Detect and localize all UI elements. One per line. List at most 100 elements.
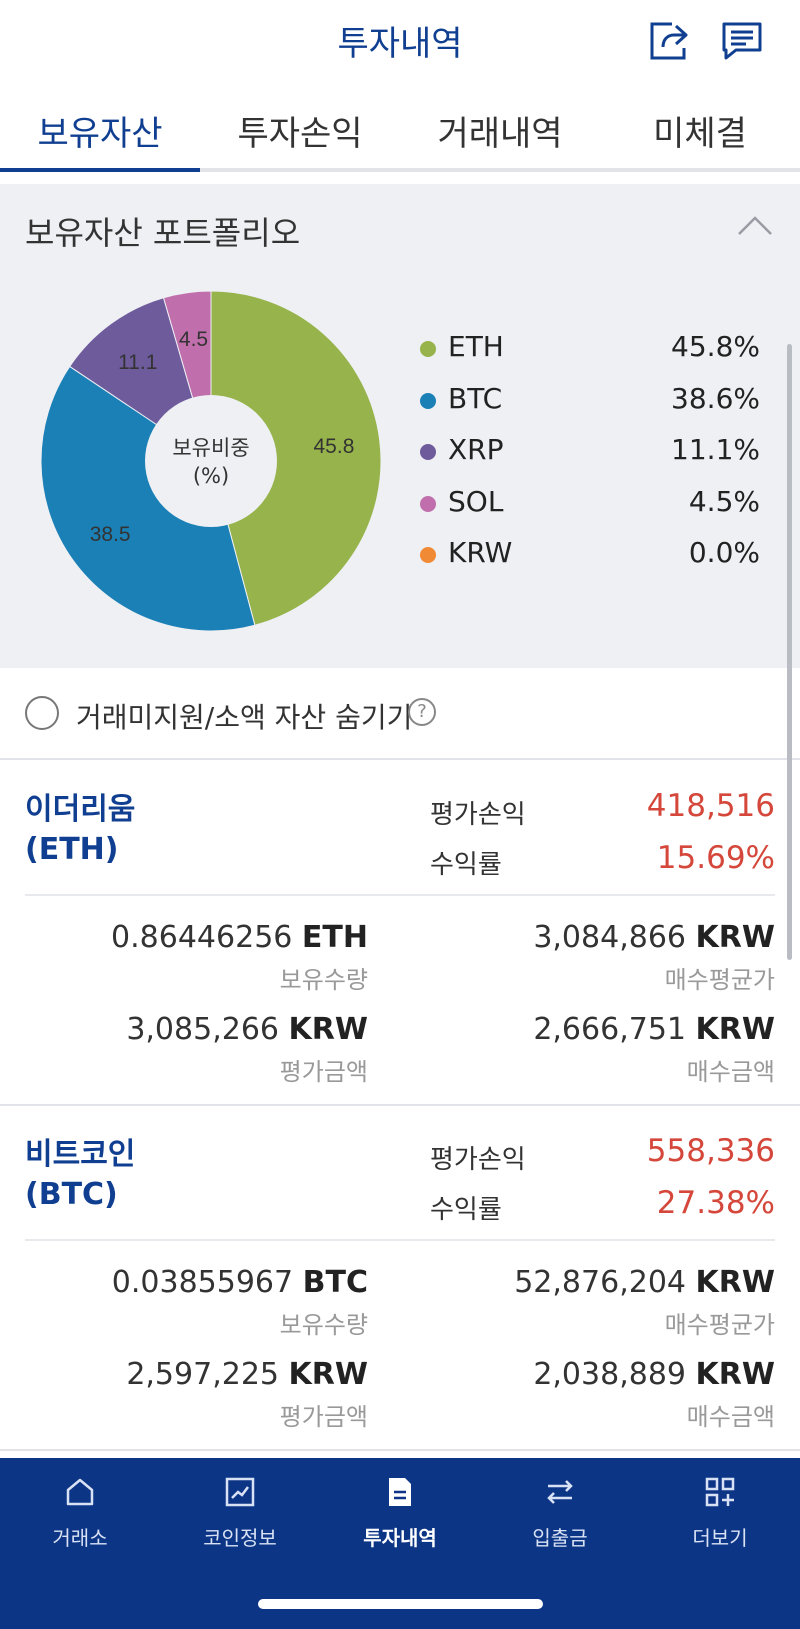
grid-plus-icon <box>705 1477 735 1507</box>
legend-percent: 0.0% <box>688 536 760 569</box>
hide-small-assets-radio[interactable] <box>25 696 59 730</box>
portfolio-legend: ETH 45.8% BTC 38.6% XRP 11.1% SOL 4.5% KRW 0.0% <box>420 330 760 588</box>
pnl-value: 558,336 <box>646 1133 775 1169</box>
average-buy-price: 3,084,866 KRW <box>533 920 775 955</box>
pie-slice-eth <box>210 290 382 626</box>
holding-quantity-label: 보유수량 <box>279 1311 368 1339</box>
asset-name: 비트코인 (BTC) <box>25 1135 135 1215</box>
legend-percent: 4.5% <box>688 484 760 518</box>
nav-coin-info[interactable]: 코인정보 <box>160 1472 320 1551</box>
bottom-navigation: 거래소 코인정보 투자내역 입출금 더보기 <box>0 1458 800 1629</box>
home-indicator <box>258 1599 543 1609</box>
help-icon[interactable]: ? <box>408 698 436 726</box>
nav-exchange[interactable]: 거래소 <box>0 1472 160 1551</box>
holding-quantity-label: 보유수량 <box>279 966 368 994</box>
tab-bar: 보유자산 투자손익 거래내역 미체결 <box>0 80 800 172</box>
portfolio-section: 보유자산 포트폴리오 45.8 38.5 11.1 4.5 보유비중 (%) ETH 45.… <box>0 184 800 668</box>
legend-item-eth: ETH 45.8% <box>420 330 760 382</box>
home-icon <box>66 1478 94 1506</box>
scrollbar[interactable] <box>787 344 792 960</box>
return-rate-value: 27.38% <box>656 1185 775 1221</box>
legend-dot <box>420 444 436 460</box>
nav-more[interactable]: 더보기 <box>640 1472 800 1551</box>
buy-amount: 2,666,751 KRW <box>533 1012 775 1047</box>
asset-card-eth[interactable]: 이더리움 (ETH) 평가손익 418,516 수익률 15.69% 0.864… <box>0 762 800 1106</box>
nav-label: 투자내역 <box>363 1526 437 1550</box>
divider <box>25 894 775 896</box>
legend-item-sol: SOL 4.5% <box>420 485 760 537</box>
pie-slice-btc <box>40 365 256 632</box>
pie-center-label: 보유비중 <box>172 436 249 460</box>
legend-name: SOL <box>448 484 504 518</box>
share-icon[interactable] <box>644 16 692 64</box>
portfolio-pie-chart: 45.8 38.5 11.1 4.5 보유비중 (%) <box>40 290 382 632</box>
asset-symbol: (BTC) <box>25 1177 118 1212</box>
tab-profit-loss[interactable]: 투자손익 <box>237 114 363 154</box>
portfolio-title: 보유자산 포트폴리오 <box>25 214 301 252</box>
buy-amount-label: 매수금액 <box>686 1058 775 1086</box>
buy-amount-label: 매수금액 <box>686 1403 775 1431</box>
page-title: 투자내역 <box>337 24 463 64</box>
average-buy-price-label: 매수평균가 <box>664 1311 775 1339</box>
pnl-label: 평가손익 <box>430 1145 526 1175</box>
chart-icon <box>225 1477 255 1507</box>
legend-item-krw: KRW 0.0% <box>420 536 760 588</box>
return-rate-label: 수익률 <box>430 1195 502 1225</box>
pnl-value: 418,516 <box>646 788 775 824</box>
nav-label: 입출금 <box>532 1526 588 1550</box>
evaluation-amount-label: 평가금액 <box>279 1058 368 1086</box>
pie-slice-label-xrp: 11.1 <box>118 351 157 374</box>
evaluation-amount: 3,085,266 KRW <box>126 1012 368 1047</box>
evaluation-amount: 2,597,225 KRW <box>126 1357 368 1392</box>
active-tab-indicator <box>0 168 200 172</box>
pie-slice-label-eth: 45.8 <box>314 435 355 458</box>
asset-name-korean: 이더리움 <box>25 792 136 827</box>
asset-name: 이더리움 (ETH) <box>25 790 135 870</box>
divider <box>25 1239 775 1241</box>
tab-trade-history[interactable]: 거래내역 <box>437 114 563 154</box>
nav-deposit-withdraw[interactable]: 입출금 <box>480 1472 640 1551</box>
pie-center-hole <box>145 395 277 527</box>
return-rate-label: 수익률 <box>430 850 502 880</box>
chat-icon[interactable] <box>718 16 766 64</box>
asset-name-korean: 비트코인 <box>25 1137 136 1172</box>
tab-pending-orders[interactable]: 미체결 <box>653 114 747 154</box>
asset-symbol: (ETH) <box>25 832 119 867</box>
legend-percent: 38.6% <box>671 381 760 415</box>
pie-slice-label-sol: 4.5 <box>179 328 208 351</box>
nav-label: 코인정보 <box>203 1526 277 1550</box>
pie-center-label: (%) <box>193 464 229 488</box>
asset-card-btc[interactable]: 비트코인 (BTC) 평가손익 558,336 수익률 27.38% 0.038… <box>0 1107 800 1451</box>
legend-percent: 45.8% <box>671 330 760 363</box>
chevron-up-icon[interactable] <box>736 212 774 240</box>
holding-quantity: 0.03855967 BTC <box>111 1265 368 1300</box>
hide-small-assets-filter: 거래미지원/소액 자산 숨기기 ? <box>0 668 800 760</box>
legend-dot <box>420 392 436 409</box>
nav-label: 거래소 <box>52 1526 108 1550</box>
legend-dot <box>420 495 436 512</box>
legend-item-xrp: XRP 11.1% <box>420 433 760 485</box>
return-rate-value: 15.69% <box>656 840 775 876</box>
legend-name: BTC <box>448 381 503 415</box>
average-buy-price-label: 매수평균가 <box>664 966 775 994</box>
tab-holdings[interactable]: 보유자산 <box>37 114 163 154</box>
pnl-label: 평가손익 <box>430 800 526 830</box>
legend-name: ETH <box>448 330 504 363</box>
nav-label: 더보기 <box>692 1526 748 1550</box>
legend-dot <box>420 341 436 357</box>
legend-item-btc: BTC 38.6% <box>420 382 760 434</box>
hide-small-assets-label[interactable]: 거래미지원/소액 자산 숨기기 <box>76 701 413 734</box>
buy-amount: 2,038,889 KRW <box>533 1357 775 1392</box>
average-buy-price: 52,876,204 KRW <box>514 1265 775 1300</box>
transfer-icon <box>547 1480 573 1504</box>
nav-investments[interactable]: 투자내역 <box>320 1472 480 1551</box>
legend-name: XRP <box>448 433 504 466</box>
legend-dot <box>420 547 436 563</box>
holding-quantity: 0.86446256 ETH <box>111 920 368 955</box>
top-header: 투자내역 <box>0 0 800 80</box>
legend-name: KRW <box>448 536 513 569</box>
document-icon <box>389 1478 411 1506</box>
evaluation-amount-label: 평가금액 <box>279 1403 368 1431</box>
legend-percent: 11.1% <box>671 433 760 466</box>
pie-slice-label-btc: 38.5 <box>90 523 131 546</box>
